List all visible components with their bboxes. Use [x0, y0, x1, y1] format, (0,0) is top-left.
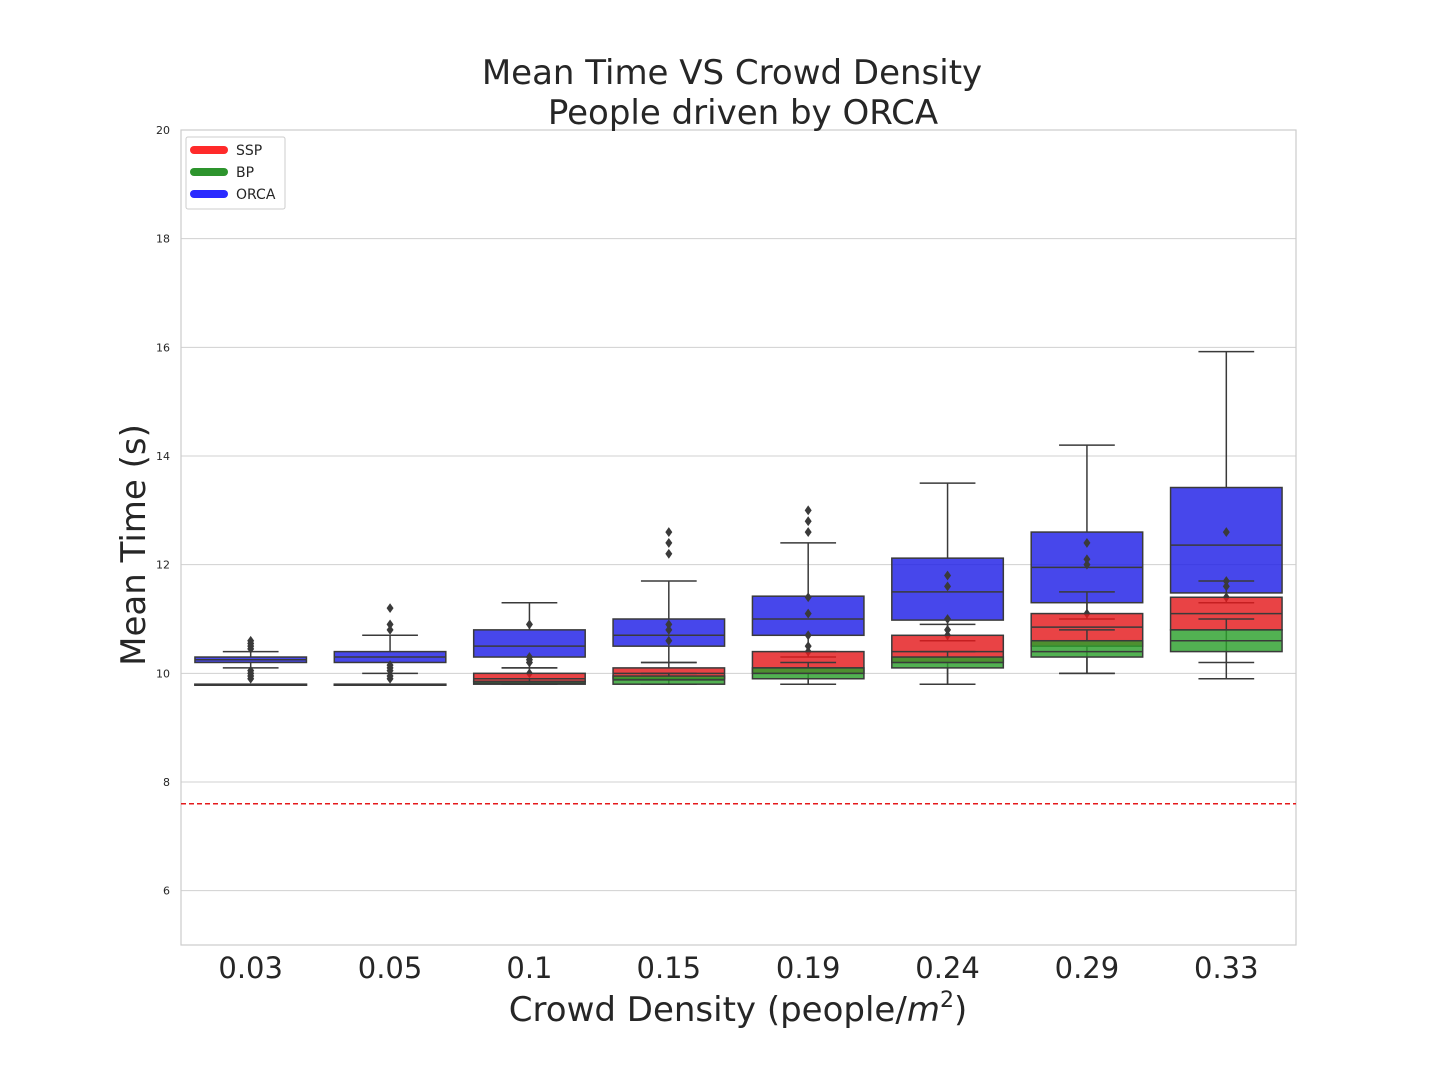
x-tick-label: 0.33: [1194, 951, 1259, 985]
y-tick-label: 8: [163, 776, 170, 789]
y-tick-label: 16: [156, 341, 170, 354]
orca-outlier: [804, 630, 812, 641]
orca-outlier: [804, 592, 812, 603]
series-bp: [194, 618, 1283, 686]
x-axis-label-variable: m: [907, 990, 940, 1030]
orca-outlier: [944, 581, 952, 592]
orca-outlier: [1083, 538, 1091, 548]
y-tick-label: 10: [156, 667, 170, 680]
orca-outlier: [944, 570, 952, 581]
orca-outlier: [665, 527, 673, 537]
x-tick-label: 0.29: [1055, 951, 1120, 985]
y-axis-label: Mean Time (s): [114, 424, 154, 666]
x-tick-label: 0.24: [915, 951, 980, 985]
orca-outlier: [665, 538, 673, 548]
x-tick-label: 0.15: [637, 951, 702, 985]
orca-outlier: [804, 527, 812, 537]
orca-outlier: [665, 619, 673, 630]
x-tick-label: 0.05: [358, 951, 423, 985]
bp-box: [1030, 639, 1144, 658]
x-axis-label-main: Crowd Density (people/: [509, 990, 908, 1030]
orca-outlier: [386, 619, 394, 630]
orca-outlier: [386, 671, 394, 681]
legend: SSP BP ORCA: [185, 136, 286, 210]
x-axis-label: Crowd Density (people/m2): [509, 988, 967, 1030]
series-orca: [194, 350, 1283, 684]
legend-label-ssp: SSP: [236, 143, 262, 159]
orca-outlier: [804, 641, 812, 652]
orca-outlier: [1222, 527, 1230, 537]
x-tick-label: 0.1: [506, 951, 552, 985]
orca-outlier: [1083, 554, 1091, 565]
orca-outlier: [386, 624, 394, 635]
legend-label-orca: ORCA: [236, 187, 276, 203]
x-axis-ticks: 0.03 0.05 0.1 0.15 0.19 0.24 0.29 0.33: [218, 951, 1258, 985]
x-tick-label: 0.03: [218, 951, 283, 985]
orca-outlier: [525, 652, 533, 662]
orca-box: [1169, 486, 1283, 594]
orca-outlier: [665, 635, 673, 646]
orca-outlier: [386, 603, 394, 614]
orca-outlier: [386, 660, 394, 671]
orca-outlier: [665, 548, 673, 559]
y-tick-label: 12: [156, 559, 170, 572]
orca-outlier: [525, 619, 533, 630]
orca-outlier: [804, 516, 812, 527]
x-axis-label-superscript: 2: [940, 988, 954, 1013]
orca-outlier: [944, 614, 952, 624]
x-tick-label: 0.19: [776, 951, 841, 985]
orca-outlier: [665, 624, 673, 635]
orca-outlier: [247, 665, 255, 676]
y-tick-label: 20: [156, 124, 170, 137]
y-axis-ticks: 6 8 10 12 14 16 18 20: [156, 124, 170, 898]
gridlines: [181, 129, 1296, 892]
y-tick-label: 14: [156, 450, 170, 463]
boxes: [194, 350, 1283, 686]
legend-label-bp: BP: [236, 165, 254, 181]
orca-outlier: [804, 505, 812, 516]
orca-outlier: [247, 635, 255, 646]
x-axis-label-close: ): [954, 990, 967, 1030]
orca-outlier: [804, 608, 812, 619]
orca-outlier: [1083, 559, 1091, 570]
chart-title-line-2: People driven by ORCA: [548, 93, 938, 133]
y-tick-label: 18: [156, 233, 170, 246]
chart-title-line-1: Mean Time VS Crowd Density: [482, 53, 982, 93]
plot-area-frame: [180, 129, 1297, 946]
y-tick-label: 6: [163, 885, 170, 898]
